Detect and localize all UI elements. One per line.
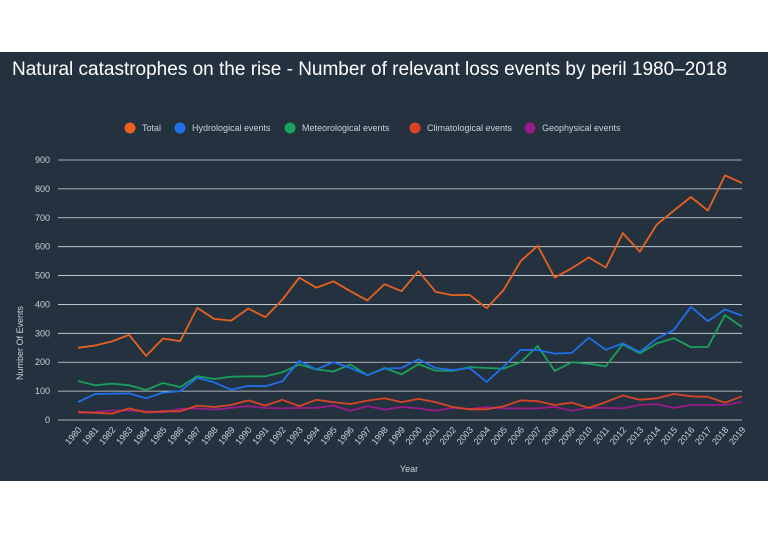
y-tick-label: 500 (35, 271, 50, 281)
x-axis-title: Year (400, 464, 418, 474)
x-tick-label: 1996 (335, 425, 356, 447)
x-tick-label: 2006 (506, 425, 527, 447)
x-tick-label: 1987 (182, 425, 203, 447)
y-tick-label: 200 (35, 357, 50, 367)
x-tick-label: 2003 (455, 425, 476, 447)
legend-label: Hydrological events (192, 123, 271, 133)
gridlines (58, 159, 742, 421)
chart-panel: Natural catastrophes on the rise - Numbe… (0, 52, 768, 481)
x-tick-label: 1991 (250, 425, 271, 447)
legend-marker (524, 122, 536, 134)
x-axis-ticks: 1980198119821983198419851986198719881989… (63, 425, 748, 447)
y-tick-label: 100 (35, 386, 50, 396)
legend-item-meteorological-events[interactable]: Meteorological events (284, 122, 391, 134)
legend-label: Geophysical events (542, 123, 621, 133)
x-tick-label: 1985 (148, 425, 169, 447)
x-tick-label: 1998 (369, 425, 390, 447)
x-tick-label: 2015 (659, 425, 680, 447)
legend-marker (284, 122, 296, 134)
legend-item-hydrological-events[interactable]: Hydrological events (174, 122, 272, 134)
x-tick-label: 1989 (216, 425, 237, 447)
chart-title: Natural catastrophes on the rise - Numbe… (12, 59, 728, 80)
x-tick-label: 2001 (421, 425, 442, 447)
series-line-meteorological-events[interactable] (77, 314, 743, 391)
legend-item-climatological-events[interactable]: Climatological events (409, 122, 513, 134)
x-tick-label: 1992 (267, 425, 288, 447)
y-axis-ticks: 0 100 200 300 400 500 600 700 800 900 (35, 155, 50, 425)
x-tick-label: 1994 (301, 425, 322, 447)
y-tick-label: 0 (45, 415, 50, 425)
x-tick-label: 2014 (642, 425, 663, 447)
x-tick-label: 1993 (284, 425, 305, 447)
x-tick-label: 2012 (608, 425, 629, 447)
x-tick-label: 1990 (233, 425, 254, 447)
x-tick-label: 2000 (404, 425, 425, 447)
series-line-total[interactable] (77, 174, 743, 357)
legend-label: Climatological events (427, 123, 513, 133)
x-tick-label: 1997 (352, 425, 373, 447)
x-tick-label: 1999 (386, 425, 407, 447)
x-tick-label: 1988 (199, 425, 220, 447)
y-tick-label: 800 (35, 184, 50, 194)
x-tick-label: 2005 (489, 425, 510, 447)
x-tick-label: 2009 (557, 425, 578, 447)
series-line-hydrological-events[interactable] (77, 305, 743, 403)
y-tick-label: 300 (35, 328, 50, 338)
legend-marker (174, 122, 186, 134)
x-tick-label: 2011 (591, 425, 611, 446)
x-tick-label: 2010 (574, 425, 595, 447)
y-tick-label: 700 (35, 213, 50, 223)
x-tick-label: 2008 (540, 425, 561, 447)
x-tick-label: 2016 (676, 425, 697, 447)
x-tick-label: 1980 (63, 425, 84, 447)
x-tick-label: 2019 (727, 425, 748, 447)
legend-marker (409, 122, 421, 134)
y-tick-label: 400 (35, 299, 50, 309)
legend: Total Hydrological events Meteorological e… (124, 122, 622, 134)
legend-item-geophysical-events[interactable]: Geophysical events (524, 122, 622, 134)
x-tick-label: 1981 (80, 425, 101, 447)
x-tick-label: 1982 (97, 425, 118, 447)
x-tick-label: 2013 (625, 425, 646, 447)
x-tick-label: 2018 (710, 425, 731, 447)
x-tick-label: 2004 (472, 425, 493, 447)
legend-marker (124, 122, 136, 134)
legend-label: Meteorological events (302, 123, 390, 133)
x-tick-label: 1995 (318, 425, 339, 447)
x-tick-label: 1984 (131, 425, 152, 447)
x-tick-label: 1986 (165, 425, 186, 447)
legend-label: Total (142, 123, 161, 133)
x-tick-label: 1983 (114, 425, 135, 447)
series-line-climatological-events[interactable] (77, 393, 743, 415)
x-tick-label: 2002 (438, 425, 459, 447)
y-tick-label: 600 (35, 242, 50, 252)
y-tick-label: 900 (35, 155, 50, 165)
x-tick-label: 2007 (523, 425, 544, 447)
legend-item-total[interactable]: Total (124, 122, 162, 134)
y-axis-title: Number Of Events (15, 305, 25, 380)
x-tick-label: 2017 (693, 425, 714, 447)
series-lines (77, 174, 743, 415)
